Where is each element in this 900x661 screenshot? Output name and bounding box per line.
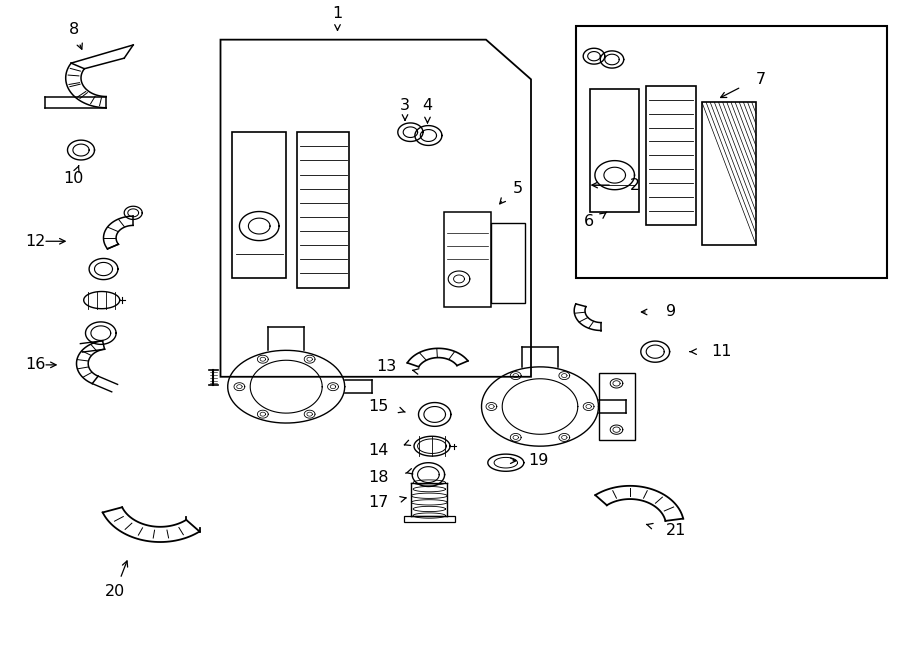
Text: 1: 1 (332, 6, 343, 20)
Text: 11: 11 (711, 344, 732, 359)
Text: 20: 20 (105, 584, 125, 599)
Text: 15: 15 (368, 399, 389, 414)
Text: 6: 6 (584, 214, 594, 229)
Text: 19: 19 (528, 453, 549, 468)
Bar (590, 89, 639, 212)
Bar (297, 132, 349, 288)
Text: 14: 14 (368, 444, 389, 458)
Bar (232, 132, 286, 278)
Text: 13: 13 (376, 360, 396, 374)
Text: 10: 10 (64, 171, 84, 186)
Text: 2: 2 (630, 178, 640, 192)
Bar (598, 373, 634, 440)
Text: 5: 5 (513, 181, 523, 196)
Text: 7: 7 (756, 72, 766, 87)
Text: 8: 8 (68, 22, 79, 37)
Bar (444, 212, 491, 307)
Text: 12: 12 (25, 234, 46, 249)
Text: 4: 4 (422, 98, 433, 113)
Bar (646, 86, 696, 225)
Bar (702, 102, 756, 245)
Text: 3: 3 (400, 98, 410, 113)
Text: 16: 16 (25, 358, 46, 372)
Text: 21: 21 (666, 523, 687, 537)
Bar (576, 26, 886, 278)
Text: 18: 18 (368, 471, 389, 485)
Text: 17: 17 (368, 495, 389, 510)
Text: 9: 9 (666, 305, 676, 319)
Bar (491, 223, 525, 303)
Bar (404, 516, 454, 522)
